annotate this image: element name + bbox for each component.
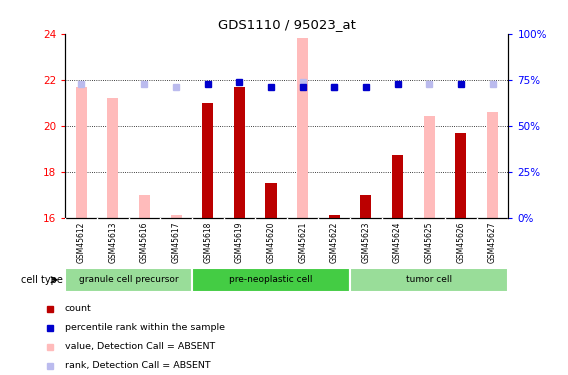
Bar bbox=[192, 268, 350, 292]
Text: GSM45623: GSM45623 bbox=[361, 221, 370, 263]
Text: count: count bbox=[65, 304, 91, 313]
Text: rank, Detection Call = ABSENT: rank, Detection Call = ABSENT bbox=[65, 361, 210, 370]
Text: GSM45617: GSM45617 bbox=[172, 221, 181, 263]
Text: GSM45612: GSM45612 bbox=[77, 221, 86, 263]
Bar bbox=[361, 195, 371, 217]
Text: GSM45625: GSM45625 bbox=[425, 221, 434, 263]
Bar bbox=[424, 117, 435, 218]
Text: GSM45621: GSM45621 bbox=[298, 221, 307, 263]
Bar bbox=[202, 103, 213, 218]
Bar bbox=[456, 132, 466, 218]
Text: granule cell precursor: granule cell precursor bbox=[79, 275, 178, 284]
Bar bbox=[65, 268, 192, 292]
Text: GSM45620: GSM45620 bbox=[266, 221, 275, 263]
Bar bbox=[170, 215, 182, 217]
Bar bbox=[139, 195, 150, 217]
Text: GSM45626: GSM45626 bbox=[457, 221, 465, 263]
Text: GSM45627: GSM45627 bbox=[488, 221, 497, 263]
Text: GSM45618: GSM45618 bbox=[203, 221, 212, 263]
Text: value, Detection Call = ABSENT: value, Detection Call = ABSENT bbox=[65, 342, 215, 351]
Text: tumor cell: tumor cell bbox=[406, 275, 452, 284]
Bar bbox=[350, 268, 508, 292]
Title: GDS1110 / 95023_at: GDS1110 / 95023_at bbox=[218, 18, 356, 31]
Text: cell type: cell type bbox=[20, 275, 62, 285]
Text: GSM45616: GSM45616 bbox=[140, 221, 149, 263]
Bar bbox=[487, 112, 498, 218]
Bar bbox=[297, 38, 308, 218]
Bar bbox=[392, 156, 403, 218]
Text: percentile rank within the sample: percentile rank within the sample bbox=[65, 323, 225, 332]
Bar bbox=[265, 183, 277, 218]
Text: pre-neoplastic cell: pre-neoplastic cell bbox=[229, 275, 313, 284]
Text: GSM45622: GSM45622 bbox=[330, 221, 339, 263]
Bar bbox=[234, 87, 245, 218]
Text: GSM45619: GSM45619 bbox=[235, 221, 244, 263]
Text: GSM45624: GSM45624 bbox=[393, 221, 402, 263]
Bar bbox=[107, 98, 118, 218]
Bar bbox=[329, 215, 340, 217]
Bar bbox=[76, 87, 87, 218]
Text: GSM45613: GSM45613 bbox=[108, 221, 117, 263]
